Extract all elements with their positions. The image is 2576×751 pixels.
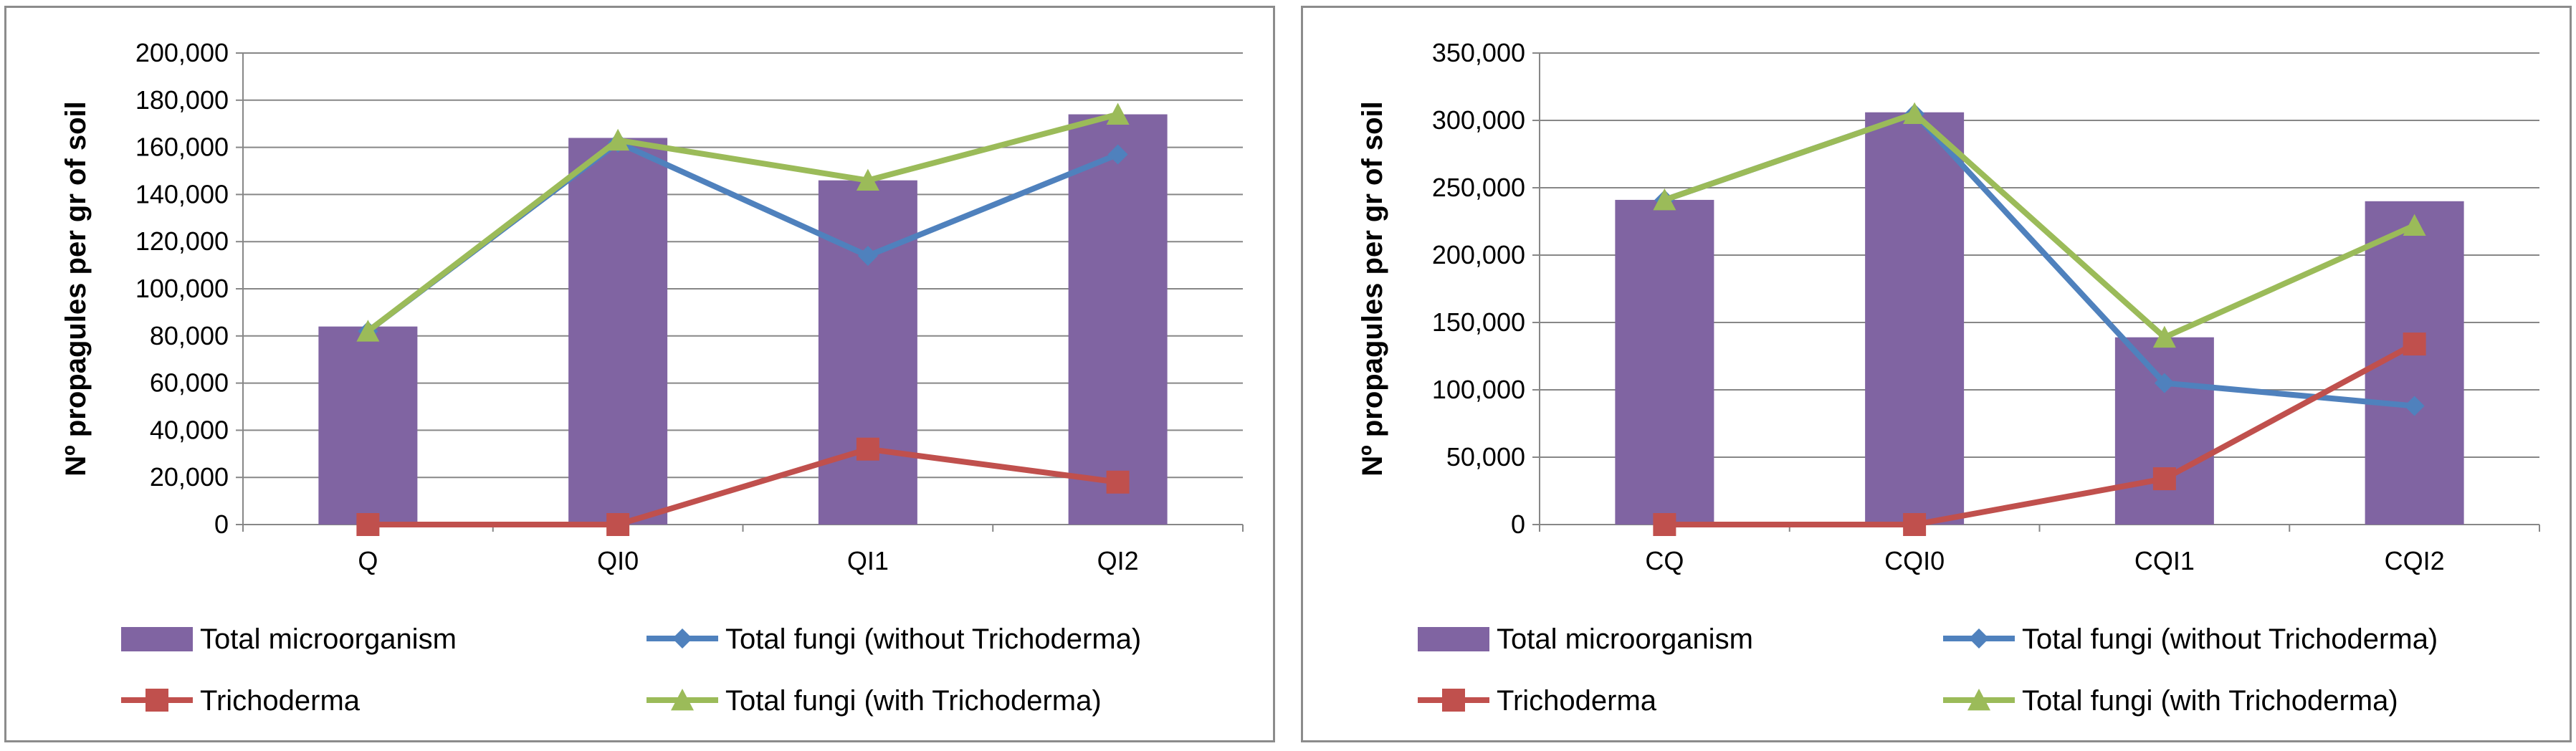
y-tick-label: 140,000 — [135, 179, 229, 209]
y-tick-label: 100,000 — [135, 274, 229, 303]
y-tick-label: 60,000 — [150, 368, 229, 398]
legend-label: Total microorganism — [200, 623, 457, 655]
data-point — [2403, 214, 2426, 236]
legend-label: Trichoderma — [200, 685, 361, 717]
legend-marker — [1442, 689, 1465, 712]
y-tick-label: 350,000 — [1432, 38, 1525, 67]
legend-marker — [1967, 689, 1990, 711]
x-tick-label: CQ — [1645, 546, 1684, 575]
series-line — [366, 140, 1120, 334]
data-point — [606, 513, 630, 536]
y-tick-label: 120,000 — [135, 226, 229, 256]
bar — [568, 138, 668, 525]
x-tick-label: CQI1 — [2134, 546, 2195, 575]
data-point — [2404, 396, 2425, 416]
legend-swatch — [121, 627, 193, 651]
chart-svg-left: 0 20,000 40,000 60,000 80,000 100,000 120,000 1… — [60, 38, 1244, 717]
data-point — [1903, 102, 1927, 124]
data-point — [1106, 102, 1130, 125]
legend-label: Trichoderma — [1497, 685, 1657, 717]
data-point — [2152, 325, 2176, 348]
bar — [318, 326, 418, 525]
data-point — [2403, 333, 2426, 356]
bar — [818, 180, 917, 525]
bar — [1865, 112, 1965, 525]
chart-panel-left: 0 20,000 40,000 60,000 80,000 100,000 120,000 1… — [4, 6, 1275, 742]
bar — [1068, 114, 1168, 525]
y-tick-label: 100,000 — [1432, 375, 1525, 404]
series-line — [1664, 110, 2415, 409]
x-tick-label: Q — [358, 546, 378, 575]
x-tick-label: CQI2 — [2385, 546, 2445, 575]
legend-marker — [1969, 628, 1989, 649]
y-axis-title: Nº propagules per gr of soil — [1357, 101, 1388, 477]
legend-label: Total microorganism — [1497, 623, 1753, 655]
y-tick-label: 20,000 — [150, 462, 229, 492]
series-line — [366, 111, 1119, 334]
bar — [2114, 337, 2214, 525]
data-point — [2152, 467, 2176, 491]
chart-panel-right: 0 50,000 100,000 150,000 200,000 250,000 300,0… — [1301, 6, 2572, 742]
data-point — [606, 128, 630, 151]
x-tick-label: QI1 — [847, 546, 889, 575]
y-tick-label: 250,000 — [1432, 173, 1525, 202]
y-tick-label: 0 — [214, 510, 229, 539]
legend-marker — [671, 689, 694, 711]
y-tick-label: 300,000 — [1432, 105, 1525, 135]
legend-label: Total fungi (without Trichoderma) — [2022, 623, 2438, 655]
x-tick-label: QI2 — [1097, 546, 1139, 575]
x-tick-label: QI0 — [597, 546, 639, 575]
legend-label: Total fungi (with Trichoderma) — [725, 685, 1102, 717]
chart-svg-right: 0 50,000 100,000 150,000 200,000 250,000 300,0… — [1357, 38, 2540, 717]
legend-label: Total fungi (without Trichoderma) — [725, 623, 1141, 655]
y-tick-label: 180,000 — [135, 85, 229, 115]
data-point — [1903, 513, 1927, 536]
series-line — [1664, 110, 2416, 340]
data-point — [856, 168, 879, 191]
legend-marker — [146, 689, 168, 712]
legend-swatch — [1418, 627, 1489, 651]
legend-marker — [672, 628, 692, 649]
y-tick-label: 200,000 — [135, 38, 229, 67]
y-tick-label: 200,000 — [1432, 240, 1525, 269]
data-point — [1653, 188, 1676, 211]
data-point — [1107, 144, 1128, 165]
legend-label: Total fungi (with Trichoderma) — [2022, 685, 2398, 717]
y-axis-title: Nº propagules per gr of soil — [60, 101, 92, 477]
x-tick-label: CQI0 — [1884, 546, 1945, 575]
y-tick-label: 0 — [1511, 510, 1525, 539]
series-line — [368, 446, 1119, 527]
y-tick-label: 80,000 — [150, 321, 229, 350]
data-point — [356, 320, 380, 342]
series-line — [1664, 341, 2416, 527]
bar — [1615, 199, 1714, 525]
y-tick-label: 150,000 — [1432, 307, 1525, 337]
data-point — [2154, 373, 2175, 393]
y-tick-label: 40,000 — [150, 415, 229, 444]
y-tick-label: 160,000 — [135, 133, 229, 162]
data-point — [857, 245, 878, 266]
data-point — [356, 513, 380, 536]
data-point — [856, 437, 879, 461]
data-point — [1106, 470, 1130, 494]
y-tick-label: 50,000 — [1446, 442, 1525, 472]
data-point — [1653, 513, 1676, 536]
